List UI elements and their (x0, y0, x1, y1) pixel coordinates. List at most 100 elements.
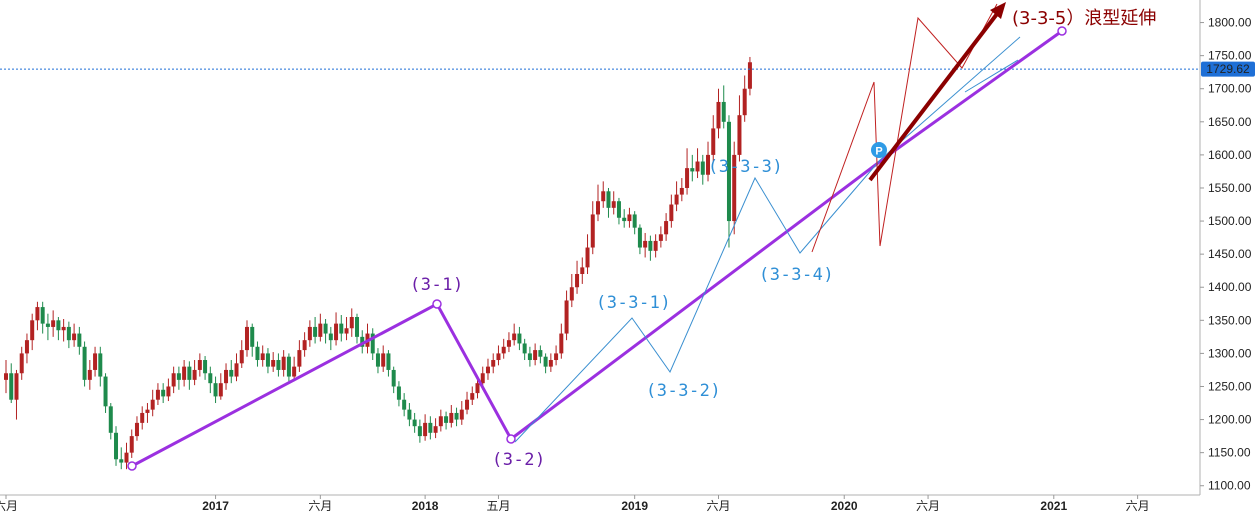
candle-body (669, 204, 674, 222)
candle-body (564, 300, 569, 334)
candle-body (554, 353, 559, 361)
candle-body (664, 221, 669, 235)
candle-body (161, 389, 166, 397)
candle-body (150, 399, 155, 410)
candle-body (575, 273, 580, 288)
candle-body (114, 432, 119, 460)
extension-arrow-shaft (868, 8, 1002, 182)
candle-body (66, 326, 71, 341)
candle-body (658, 234, 663, 241)
candle-body (344, 328, 349, 334)
price-tick-labels: 1100.00 1150.00 1200.00 1250.00 1300.00 1350.… (1200, 16, 1252, 493)
candle-body (244, 326, 249, 351)
candle-body (706, 154, 711, 175)
candle-body (527, 353, 532, 361)
candle-body (176, 373, 181, 380)
price-tick-label: 1750.00 (1208, 49, 1252, 63)
candle-body (281, 356, 286, 370)
candle-body (93, 353, 98, 370)
candle-body (674, 194, 679, 205)
candle-body (685, 168, 690, 188)
candle-body (726, 121, 731, 222)
label-3-3-5: (3-3-5）浪型延伸 (1012, 8, 1156, 29)
candle-body (559, 333, 564, 354)
candle-body (87, 369, 92, 380)
candle-body (501, 346, 506, 354)
candle-body (438, 416, 443, 427)
candle-body (213, 383, 218, 397)
candle-body (381, 353, 386, 367)
candle-body (585, 247, 590, 268)
time-tick-label: 2019 (621, 499, 648, 513)
candle-body (271, 360, 276, 367)
price-tick-label: 1550.00 (1208, 181, 1252, 195)
candle-body (45, 323, 50, 327)
candle-body (318, 323, 323, 337)
candle-body (648, 240, 653, 251)
price-tick-label: 1100.00 (1208, 479, 1251, 493)
candle-body (155, 389, 160, 400)
candle-body (229, 369, 234, 377)
candle-body (423, 422, 428, 437)
candle-body (569, 287, 574, 301)
candle-body (355, 317, 360, 337)
purple-point-3-2 (506, 434, 516, 444)
price-tick-label: 1650.00 (1208, 115, 1252, 129)
candle-body (412, 419, 417, 427)
candle-body (255, 346, 260, 361)
candle-body (596, 201, 600, 215)
candle-body (496, 353, 501, 361)
candle-body (653, 240, 658, 251)
candle-body (35, 307, 40, 321)
candle-body (721, 101, 726, 122)
candle-body (134, 422, 139, 437)
candle-body (166, 386, 171, 397)
time-tick-label: 六月 (706, 499, 730, 513)
candle-body (407, 409, 412, 420)
candle-body (72, 333, 77, 341)
candle-body (182, 366, 187, 380)
price-tick-label: 1150.00 (1208, 446, 1251, 460)
candle-body (622, 217, 627, 222)
price-tick-label: 1300.00 (1208, 346, 1252, 360)
candle-body (313, 326, 318, 337)
candle-body (19, 353, 24, 374)
candle-body (402, 399, 407, 410)
label-3-3-2: (3-3-2) (646, 381, 721, 401)
candle-body (30, 320, 35, 341)
p-marker-icon[interactable] (871, 142, 887, 158)
p-marker-label: P (875, 146, 882, 158)
current-price-label: 1729.62 (1206, 62, 1250, 76)
candle-body (601, 191, 606, 202)
candle-body (77, 333, 82, 347)
candle-body (538, 350, 543, 357)
candle-body (129, 436, 134, 453)
candle-body (580, 267, 585, 274)
candle-body (485, 366, 490, 374)
time-tick-label: 2020 (831, 499, 858, 513)
candle-body (24, 340, 29, 354)
candle-body (690, 168, 695, 172)
time-tick-label: 六月 (308, 499, 332, 513)
candle-body (732, 154, 737, 222)
candle-body (611, 201, 616, 208)
candle-body (449, 412, 454, 423)
candle-body (119, 459, 124, 463)
candle-body (522, 343, 527, 354)
candle-body (197, 360, 202, 370)
candle-body (103, 376, 108, 407)
candle-body (711, 128, 716, 155)
candle-body (475, 383, 480, 394)
candle-body (208, 373, 213, 384)
time-tick-label: 六月 (916, 499, 940, 513)
purple-wave-line (131, 152, 891, 468)
time-tick-label: 六月 (1126, 499, 1150, 513)
candle-body (386, 353, 391, 370)
candle-body (328, 333, 333, 341)
candle-body (334, 323, 339, 341)
purple-trend-extension (889, 29, 1063, 156)
candle-body (108, 406, 113, 433)
candle-body (512, 333, 517, 341)
candle-body (491, 360, 496, 367)
